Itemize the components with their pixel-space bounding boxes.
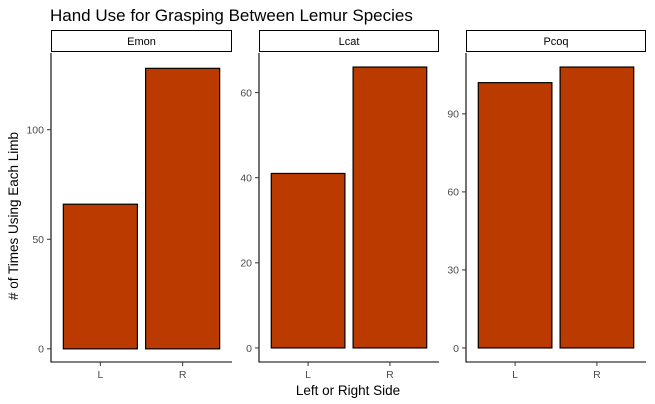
chart-title: Hand Use for Grasping Between Lemur Spec… [50,6,413,25]
bar-emon-l [62,203,138,350]
x-tick-label: R [593,369,601,381]
y-tick-label: 0 [246,343,252,355]
facet-strip-label: Pcoq [543,36,568,48]
facet-strip [259,30,439,52]
facet-panel-lcat: Lcat 0 20 40 60 L R [240,30,439,381]
bar-pcoq-l [477,82,553,349]
y-tick-label: 50 [32,234,44,246]
x-tick-label: L [97,369,103,381]
facet-strip [466,30,646,52]
facet-strip [51,30,232,52]
y-tick-label: 60 [447,187,459,199]
facet-strip-label: Lcat [339,36,360,48]
facet-panel-emon: Emon 0 50 100 L R [26,30,232,381]
x-tick-label: L [305,369,311,381]
y-tick-label: 90 [447,109,459,121]
y-tick-label: 40 [240,173,252,185]
facet-panels: Emon 0 50 100 L R Lcat 0 20 40 60 L R Pcoq 0 30 60 90 L R [26,30,646,381]
y-axis-title: # of Times Using Each Limb [6,132,21,300]
bar-pcoq-r [559,66,635,349]
y-tick-label: 0 [38,344,44,356]
y-tick-label: 20 [240,258,252,270]
bar-emon-r [145,67,221,350]
y-tick-label: 100 [26,125,44,137]
x-tick-label: R [179,369,187,381]
y-tick-label: 30 [447,265,459,277]
x-tick-label: L [512,369,518,381]
x-axis-title: Left or Right Side [296,383,400,398]
y-tick-label: 60 [240,87,252,99]
y-tick-label: 0 [453,343,459,355]
facet-strip-label: Emon [127,36,156,48]
x-tick-label: R [386,369,394,381]
bar-lcat-r [352,66,428,349]
facet-panel-pcoq: Pcoq 0 30 60 90 L R [447,30,646,381]
bar-lcat-l [270,172,346,349]
